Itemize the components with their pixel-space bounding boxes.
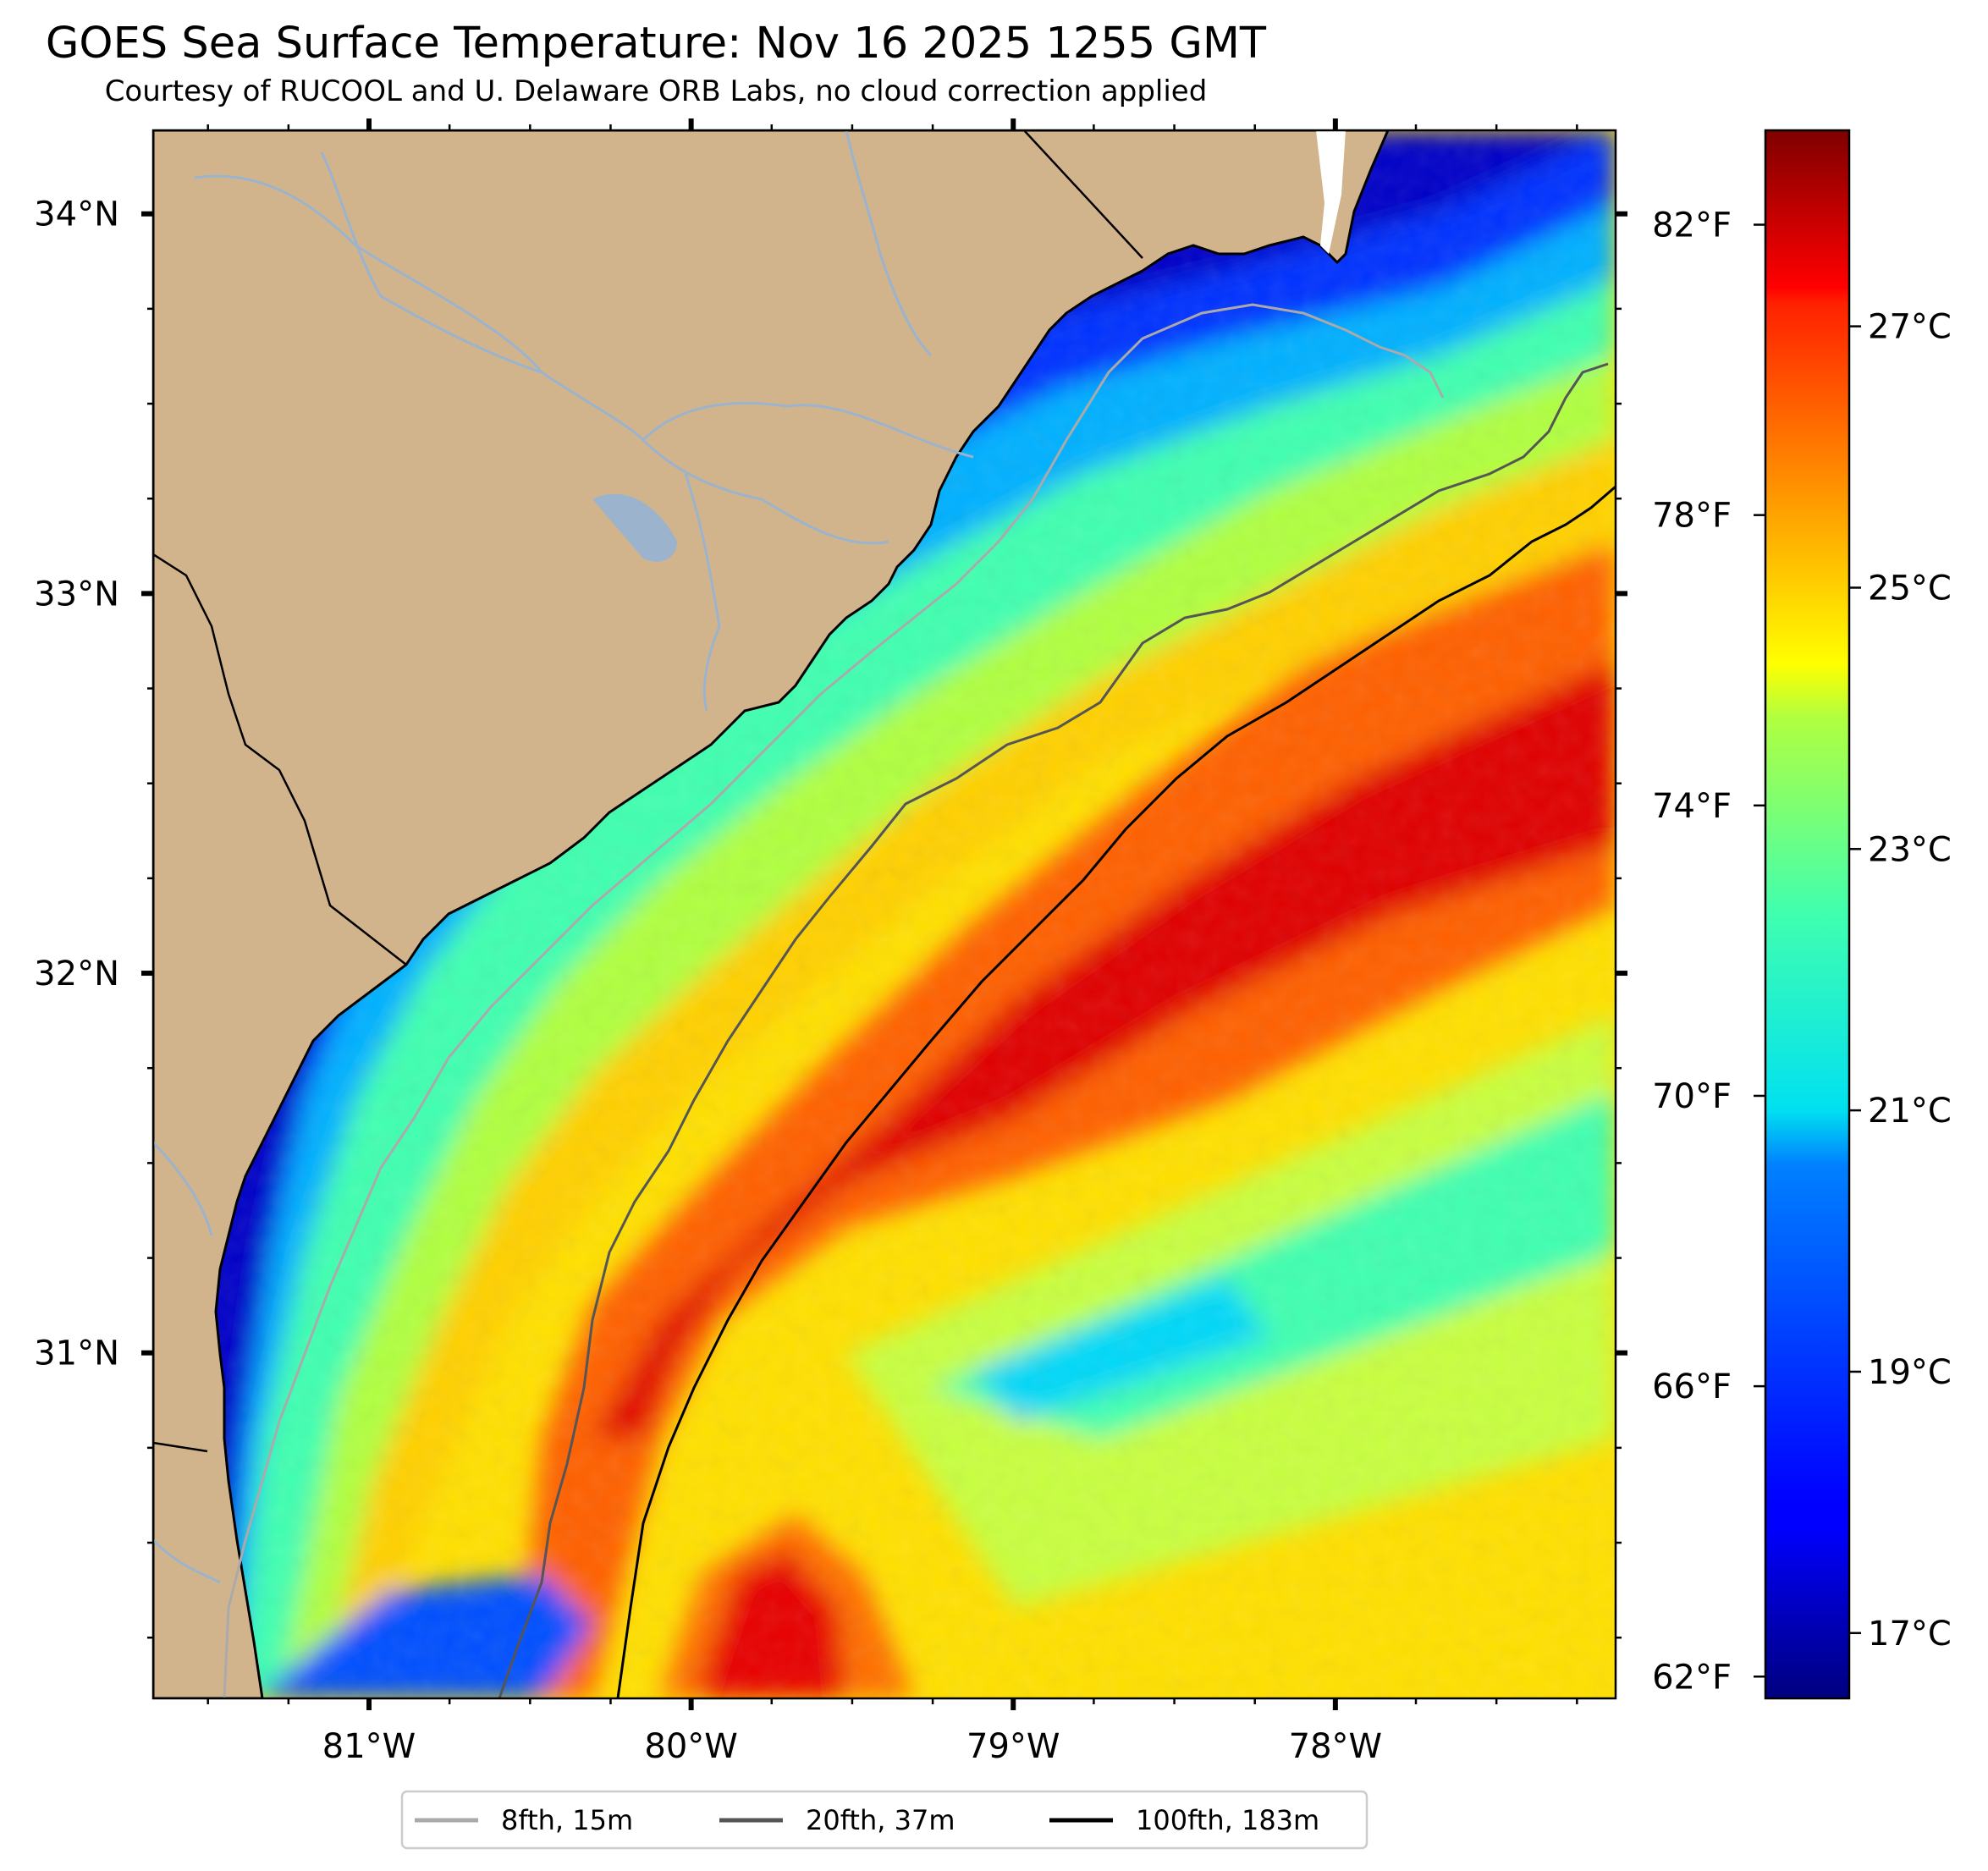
celsius-tick-label: 27°C bbox=[1868, 308, 1952, 347]
map-subtitle: Courtesy of RUCOOL and U. Delaware ORB L… bbox=[104, 74, 1208, 108]
lon-tick-label: 80°W bbox=[644, 1727, 737, 1766]
fahrenheit-tick-label: 66°F bbox=[1652, 1367, 1732, 1406]
celsius-tick-label: 23°C bbox=[1868, 830, 1952, 869]
celsius-tick-label: 21°C bbox=[1868, 1092, 1952, 1131]
celsius-tick-label: 17°C bbox=[1868, 1615, 1952, 1654]
legend-label: 8fth, 15m bbox=[501, 1804, 633, 1836]
longitude-axis: 81°W 80°W 79°W 78°W bbox=[322, 118, 1382, 1766]
fahrenheit-tick-label: 82°F bbox=[1652, 206, 1732, 245]
rivers bbox=[153, 130, 974, 1584]
lon-tick-label: 79°W bbox=[966, 1727, 1060, 1766]
legend-label: 100fth, 183m bbox=[1136, 1804, 1319, 1836]
celsius-tick-label: 25°C bbox=[1868, 569, 1952, 608]
lon-tick-label: 81°W bbox=[322, 1727, 416, 1766]
lat-tick-label: 32°N bbox=[34, 955, 119, 993]
colorbar-fahrenheit-axis: 62°F 66°F 70°F 74°F 78°F 82°F bbox=[1652, 206, 1765, 1697]
sst-map bbox=[153, 130, 1616, 1698]
isobath-8fth bbox=[223, 303, 1445, 1698]
colorbar bbox=[1764, 129, 1851, 1700]
isobath-100fth bbox=[616, 485, 1616, 1698]
fahrenheit-tick-label: 70°F bbox=[1652, 1077, 1732, 1116]
lon-tick-label: 78°W bbox=[1289, 1727, 1382, 1766]
fahrenheit-tick-label: 74°F bbox=[1652, 787, 1732, 826]
fahrenheit-tick-label: 78°F bbox=[1652, 497, 1732, 536]
legend-box bbox=[400, 1790, 1368, 1850]
map-frame bbox=[151, 129, 1617, 1700]
lat-tick-label: 33°N bbox=[34, 575, 119, 614]
celsius-tick-label: 19°C bbox=[1868, 1353, 1952, 1392]
fahrenheit-tick-label: 62°F bbox=[1652, 1658, 1732, 1697]
cape-fear-estuary bbox=[1316, 130, 1346, 254]
isobath-legend: 8fth, 15m 20fth, 37m 100fth, 183m bbox=[400, 1790, 1368, 1850]
land-mass bbox=[153, 130, 1390, 1698]
legend-label: 20fth, 37m bbox=[806, 1804, 955, 1836]
latitude-axis: 34°N 33°N 32°N 31°N bbox=[34, 195, 1627, 1373]
lat-tick-label: 31°N bbox=[34, 1334, 119, 1373]
lake-marion bbox=[592, 493, 677, 562]
map-title: GOES Sea Surface Temperature: Nov 16 202… bbox=[45, 19, 1267, 69]
minor-ticks bbox=[147, 124, 1622, 1704]
isobath-20fth bbox=[498, 362, 1609, 1698]
state-borders bbox=[153, 130, 1143, 1453]
colorbar-celsius-axis: 17°C 19°C 21°C 23°C 25°C 27°C bbox=[1849, 308, 1952, 1654]
lat-tick-label: 34°N bbox=[34, 195, 119, 234]
